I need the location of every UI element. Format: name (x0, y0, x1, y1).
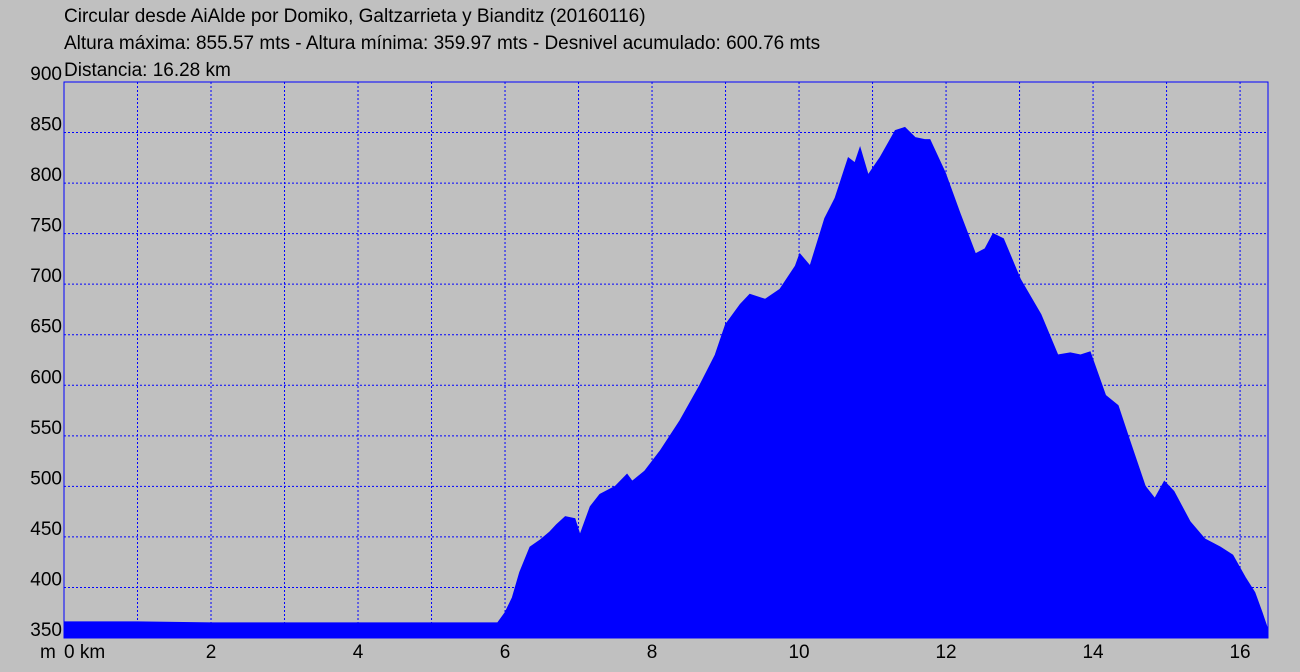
y-tick-label: 450 (30, 519, 62, 540)
y-tick-label: 500 (30, 468, 62, 489)
x-tick-label: 14 (1082, 642, 1104, 663)
x-tick-label: 0 km (64, 642, 105, 663)
y-tick-label: 650 (30, 317, 62, 338)
plot-border (63, 81, 1269, 639)
y-tick-label: 600 (30, 367, 62, 388)
y-tick-label: 350 (30, 620, 62, 641)
chart-title: Circular desde AiAlde por Domiko, Galtza… (64, 6, 646, 27)
y-tick-label: 900 (30, 64, 62, 85)
y-tick-label: 400 (30, 569, 62, 590)
y-tick-label: 750 (30, 216, 62, 237)
x-tick-label: 10 (788, 642, 809, 663)
x-tick-label: 4 (353, 642, 364, 663)
distance-label: Distancia: 16.28 km (64, 60, 231, 81)
y-axis-label: m (40, 642, 56, 663)
chart-subtitle: Altura máxima: 855.57 mts - Altura mínim… (64, 33, 820, 54)
y-tick-label: 700 (30, 266, 62, 287)
x-tick-label: 2 (206, 642, 217, 663)
elevation-area (63, 126, 1268, 639)
y-tick-label: 850 (30, 115, 62, 136)
x-tick-label: 6 (500, 642, 511, 663)
y-tick-label: 800 (30, 165, 62, 186)
y-tick-label: 550 (30, 418, 62, 439)
x-tick-label: 12 (935, 642, 956, 663)
x-tick-label: 8 (647, 642, 658, 663)
x-tick-label: 16 (1229, 642, 1250, 663)
